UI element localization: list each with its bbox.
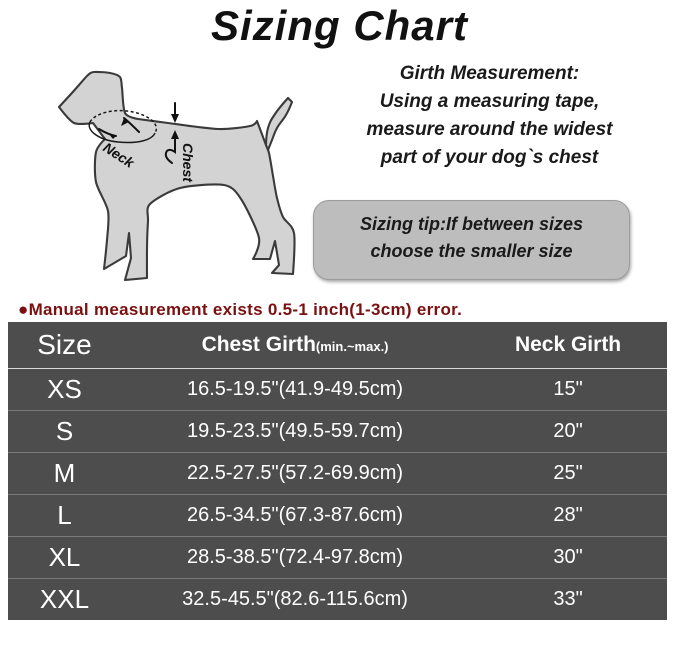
svg-text:Chest: Chest [180, 143, 196, 183]
